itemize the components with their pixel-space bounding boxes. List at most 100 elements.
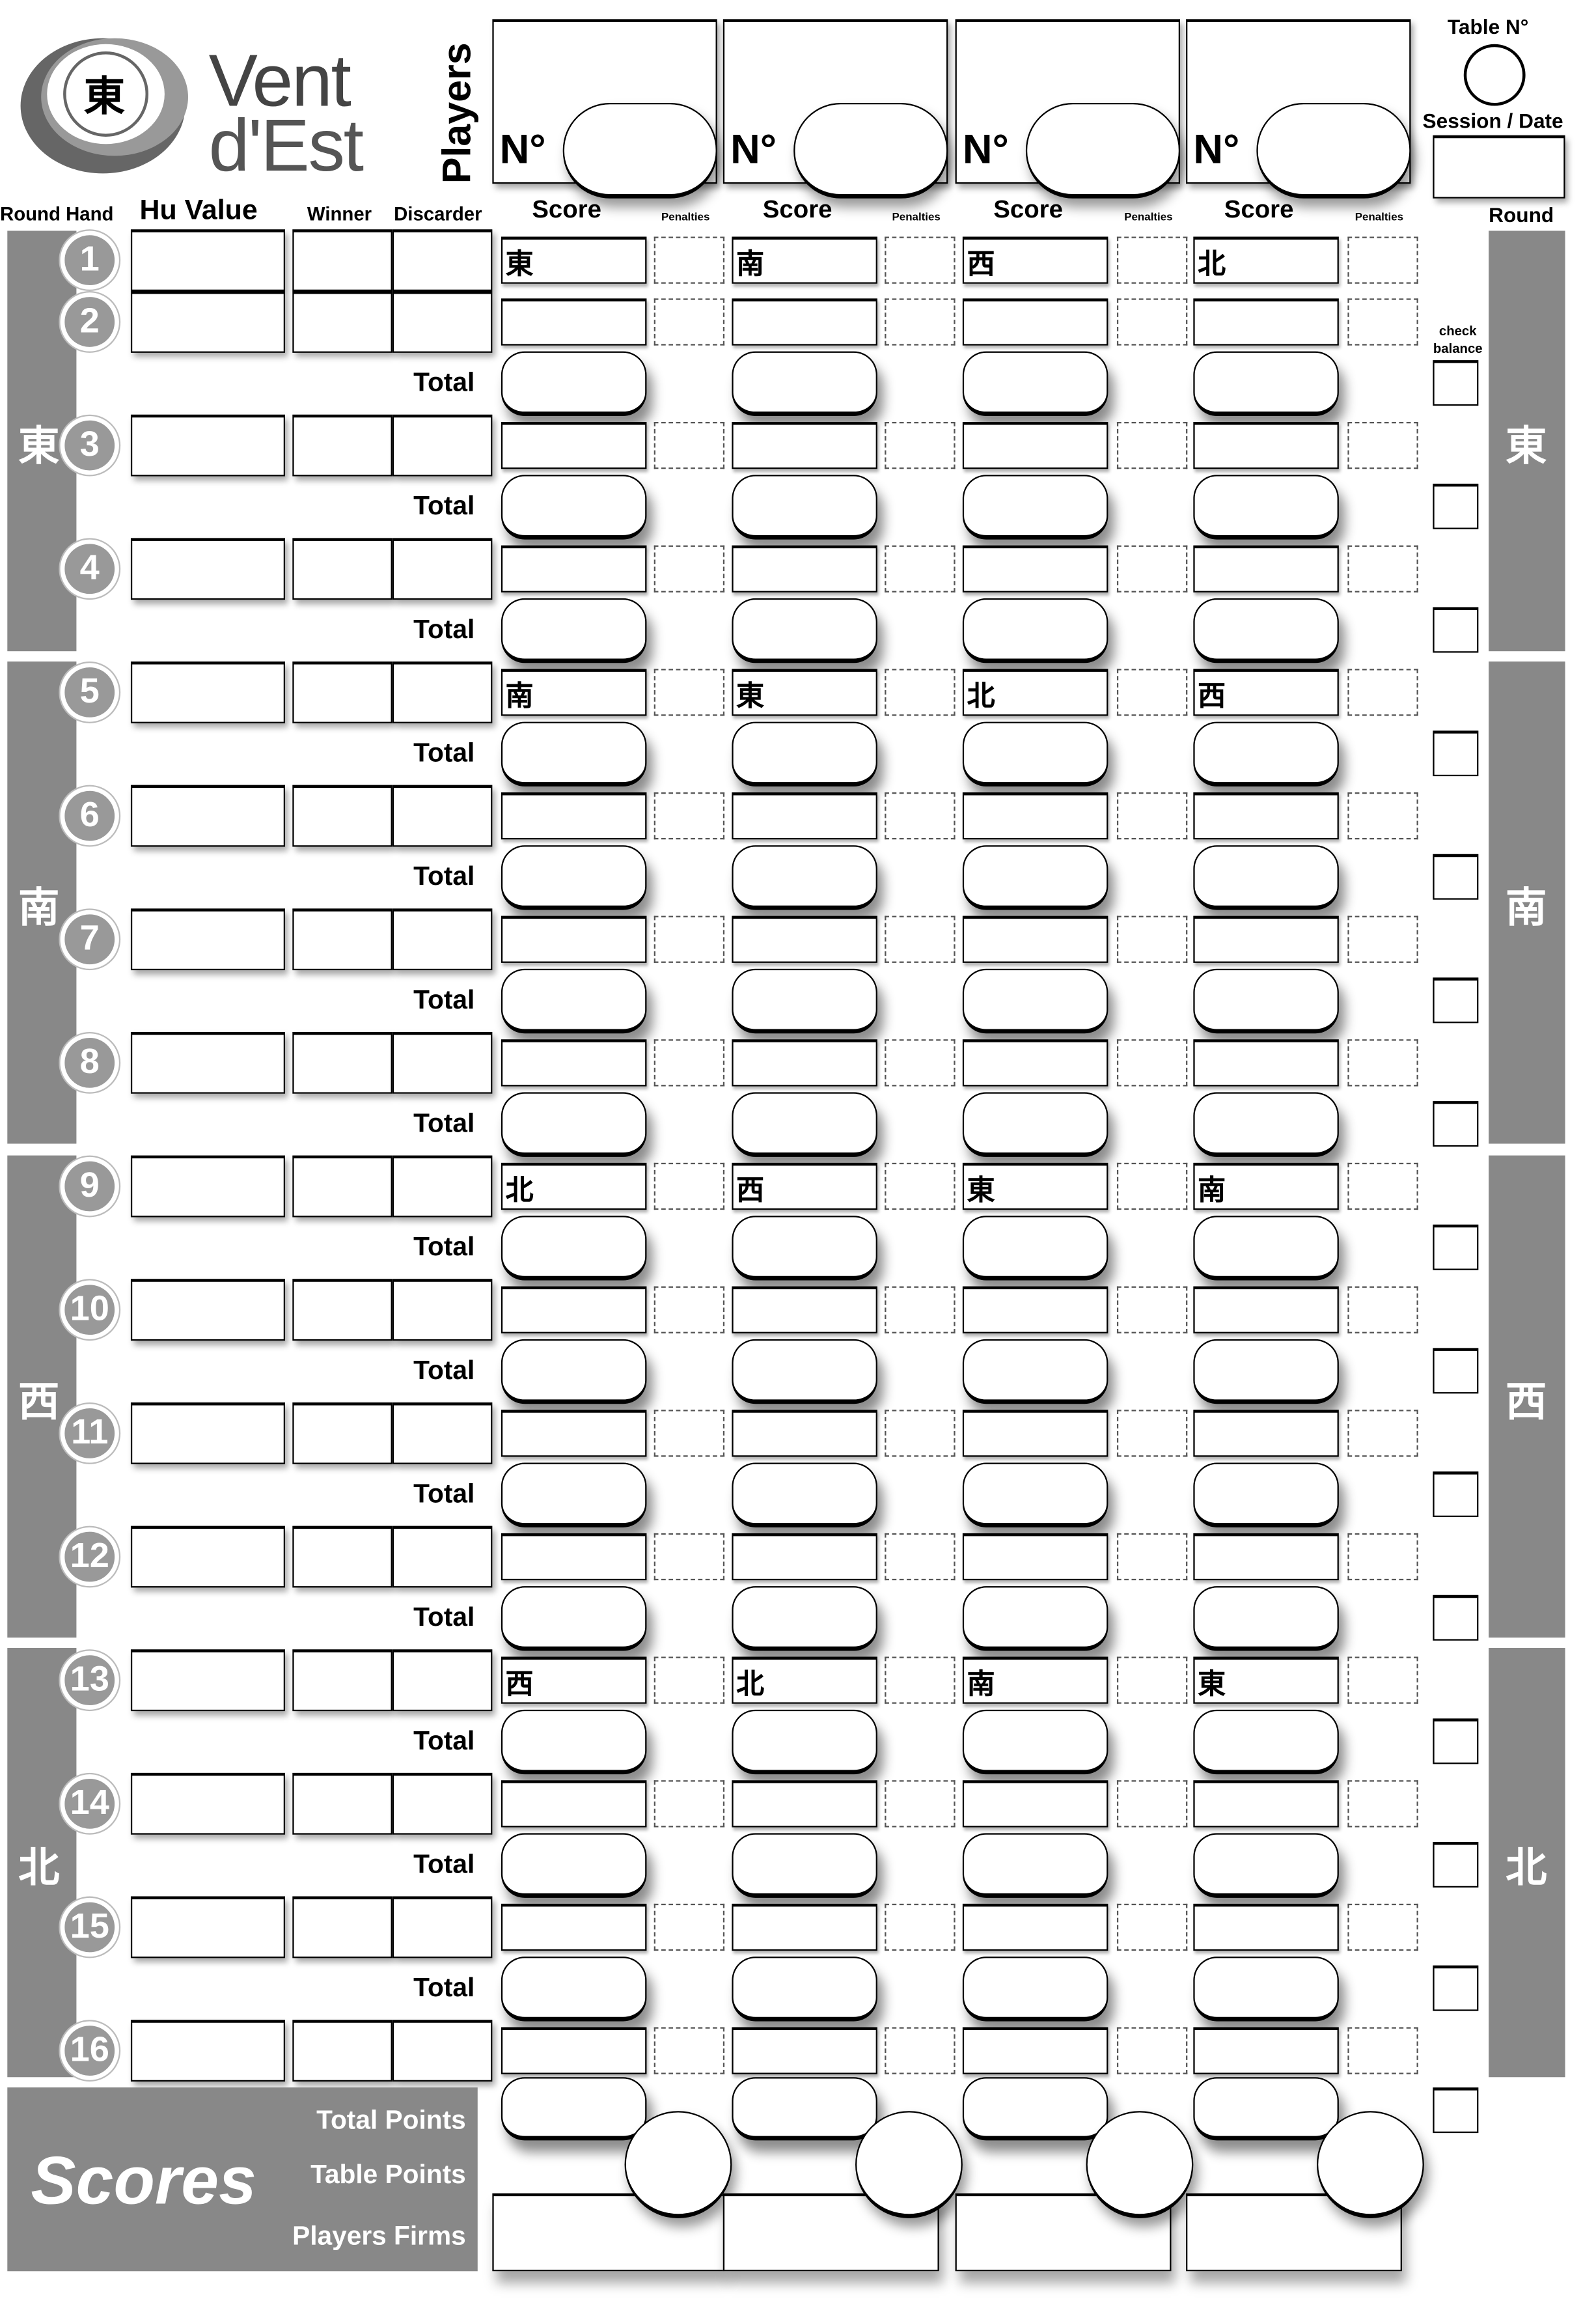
- score-field[interactable]: [962, 1410, 1108, 1457]
- winner-field[interactable]: [292, 908, 392, 971]
- total-field[interactable]: [501, 1092, 647, 1157]
- player-number-field[interactable]: [1025, 103, 1181, 199]
- discarder-field[interactable]: [392, 1649, 493, 1712]
- penalty-field[interactable]: [885, 1780, 956, 1828]
- winner-field[interactable]: [292, 1031, 392, 1094]
- penalty-field[interactable]: [1116, 792, 1188, 840]
- hu-value-field[interactable]: [130, 1649, 286, 1712]
- score-field[interactable]: [962, 1780, 1108, 1828]
- hu-value-field[interactable]: [130, 1772, 286, 1835]
- winner-field[interactable]: [292, 1649, 392, 1712]
- score-field[interactable]: 東: [732, 669, 877, 716]
- check-balance-box[interactable]: [1433, 731, 1479, 777]
- penalty-field[interactable]: [1116, 1286, 1188, 1333]
- check-balance-box[interactable]: [1433, 1101, 1479, 1147]
- score-field[interactable]: [1193, 915, 1339, 963]
- total-points-field[interactable]: [962, 2077, 1108, 2141]
- score-field[interactable]: [1193, 792, 1339, 840]
- discarder-field[interactable]: [392, 1155, 493, 1218]
- score-field[interactable]: [501, 298, 647, 346]
- total-field[interactable]: [1193, 1339, 1339, 1404]
- penalty-field[interactable]: [1347, 1656, 1418, 1704]
- total-field[interactable]: [732, 475, 877, 540]
- total-field[interactable]: [1193, 1957, 1339, 2022]
- score-field[interactable]: [732, 421, 877, 469]
- total-field[interactable]: [501, 1586, 647, 1651]
- total-field[interactable]: [501, 968, 647, 1034]
- winner-field[interactable]: [292, 1772, 392, 1835]
- total-field[interactable]: [732, 1092, 877, 1157]
- total-field[interactable]: [732, 1462, 877, 1527]
- penalty-field[interactable]: [1116, 1656, 1188, 1704]
- total-field[interactable]: [962, 1092, 1108, 1157]
- score-field[interactable]: [962, 1039, 1108, 1087]
- score-field[interactable]: 南: [1193, 1162, 1339, 1210]
- penalty-field[interactable]: [654, 298, 725, 346]
- total-field[interactable]: [962, 721, 1108, 787]
- total-field[interactable]: [962, 1216, 1108, 1281]
- hu-value-field[interactable]: [130, 229, 286, 292]
- session-date-field[interactable]: [1433, 135, 1565, 199]
- total-field[interactable]: [501, 1462, 647, 1527]
- score-field[interactable]: [732, 545, 877, 592]
- penalty-field[interactable]: [1116, 1039, 1188, 1087]
- penalty-field[interactable]: [654, 1780, 725, 1828]
- penalty-field[interactable]: [1116, 236, 1188, 284]
- total-field[interactable]: [732, 1339, 877, 1404]
- discarder-field[interactable]: [392, 538, 493, 600]
- total-field[interactable]: [1193, 475, 1339, 540]
- penalty-field[interactable]: [1347, 1162, 1418, 1210]
- penalty-field[interactable]: [885, 2027, 956, 2074]
- discarder-field[interactable]: [392, 1402, 493, 1464]
- total-field[interactable]: [501, 845, 647, 910]
- winner-field[interactable]: [292, 2020, 392, 2082]
- score-field[interactable]: [962, 545, 1108, 592]
- table-points-field[interactable]: [855, 2111, 963, 2219]
- penalty-field[interactable]: [1116, 1410, 1188, 1457]
- total-field[interactable]: [1193, 1092, 1339, 1157]
- total-field[interactable]: [962, 598, 1108, 663]
- total-field[interactable]: [962, 968, 1108, 1034]
- discarder-field[interactable]: [392, 291, 493, 353]
- hu-value-field[interactable]: [130, 1279, 286, 1341]
- discarder-field[interactable]: [392, 1031, 493, 1094]
- total-field[interactable]: [1193, 968, 1339, 1034]
- discarder-field[interactable]: [392, 229, 493, 292]
- penalty-field[interactable]: [1116, 2027, 1188, 2074]
- score-field[interactable]: 西: [732, 1162, 877, 1210]
- penalty-field[interactable]: [1347, 1780, 1418, 1828]
- score-field[interactable]: 西: [1193, 669, 1339, 716]
- score-field[interactable]: [732, 1780, 877, 1828]
- score-field[interactable]: [501, 1780, 647, 1828]
- total-field[interactable]: [1193, 1709, 1339, 1775]
- total-field[interactable]: [962, 475, 1108, 540]
- penalty-field[interactable]: [1347, 1903, 1418, 1951]
- score-field[interactable]: [1193, 1780, 1339, 1828]
- total-field[interactable]: [501, 1833, 647, 1898]
- penalty-field[interactable]: [654, 1162, 725, 1210]
- total-field[interactable]: [1193, 845, 1339, 910]
- total-points-field[interactable]: [1193, 2077, 1339, 2141]
- score-field[interactable]: [732, 2027, 877, 2074]
- score-field[interactable]: [501, 1410, 647, 1457]
- penalty-field[interactable]: [1347, 669, 1418, 716]
- total-field[interactable]: [962, 1833, 1108, 1898]
- check-balance-box[interactable]: [1433, 1348, 1479, 1394]
- total-field[interactable]: [732, 351, 877, 416]
- total-field[interactable]: [1193, 721, 1339, 787]
- score-field[interactable]: [1193, 545, 1339, 592]
- score-field[interactable]: [732, 1903, 877, 1951]
- score-field[interactable]: [501, 792, 647, 840]
- hu-value-field[interactable]: [130, 908, 286, 971]
- total-field[interactable]: [501, 1957, 647, 2022]
- penalty-field[interactable]: [1347, 298, 1418, 346]
- score-field[interactable]: [732, 1533, 877, 1581]
- check-balance-box[interactable]: [1433, 1224, 1479, 1270]
- penalty-field[interactable]: [1347, 915, 1418, 963]
- check-balance-box[interactable]: [1433, 1842, 1479, 1888]
- hu-value-field[interactable]: [130, 662, 286, 723]
- total-field[interactable]: [732, 598, 877, 663]
- total-field[interactable]: [501, 721, 647, 787]
- score-field[interactable]: [732, 915, 877, 963]
- total-field[interactable]: [1193, 1833, 1339, 1898]
